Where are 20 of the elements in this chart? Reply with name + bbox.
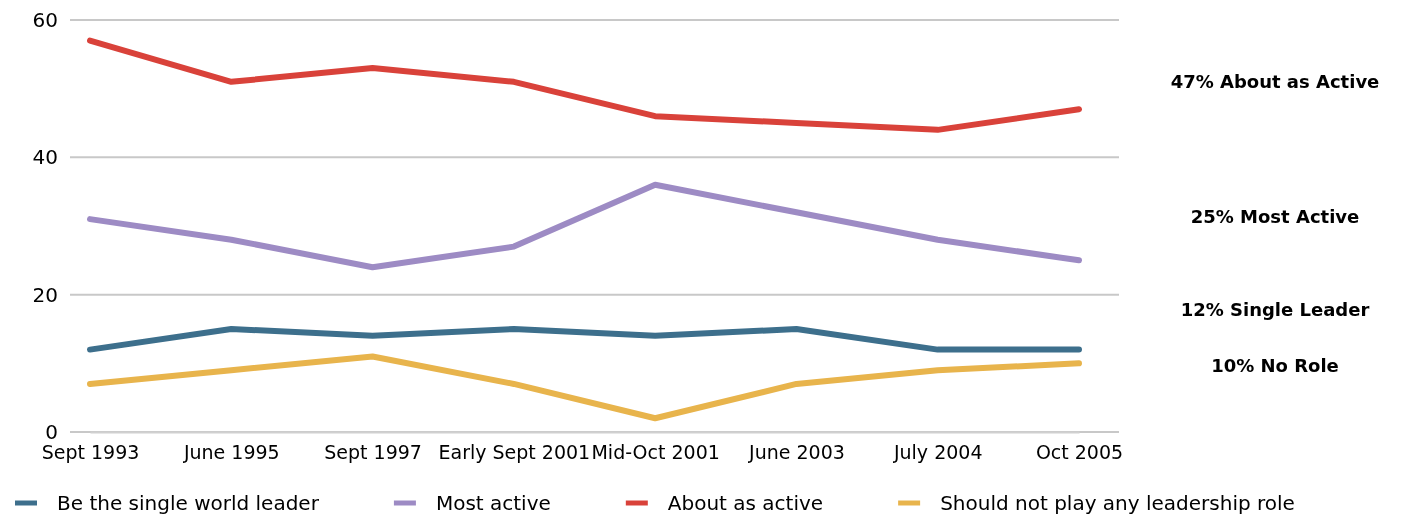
legend-label: Should not play any leadership role xyxy=(940,491,1295,515)
x-tick-label: June 2003 xyxy=(748,441,845,464)
x-tick-label: July 2004 xyxy=(892,441,983,464)
x-tick-label: Early Sept 2001 xyxy=(438,441,591,464)
x-tick-label: Sept 1993 xyxy=(41,441,140,464)
x-tick-label: Mid-Oct 2001 xyxy=(591,441,720,464)
y-tick-label: 40 xyxy=(32,145,58,170)
text: 10% No Role xyxy=(1211,355,1339,376)
y-tick-label: 20 xyxy=(32,282,58,307)
text: 12% Single Leader xyxy=(1180,299,1370,320)
legend-label: About as active xyxy=(667,491,824,515)
legend-label: Be the single world leader xyxy=(57,491,320,515)
y-tick-label: 0 xyxy=(45,419,58,444)
legend-label: Most active xyxy=(435,491,551,515)
x-tick-label: June 1995 xyxy=(182,441,280,464)
text: 47% About as Active xyxy=(1170,71,1380,92)
x-tick-label: Sept 1997 xyxy=(324,441,422,464)
text: 25% Most Active xyxy=(1190,206,1360,227)
y-tick-label: 60 xyxy=(32,7,58,32)
x-tick-label: Oct 2005 xyxy=(1035,441,1124,464)
